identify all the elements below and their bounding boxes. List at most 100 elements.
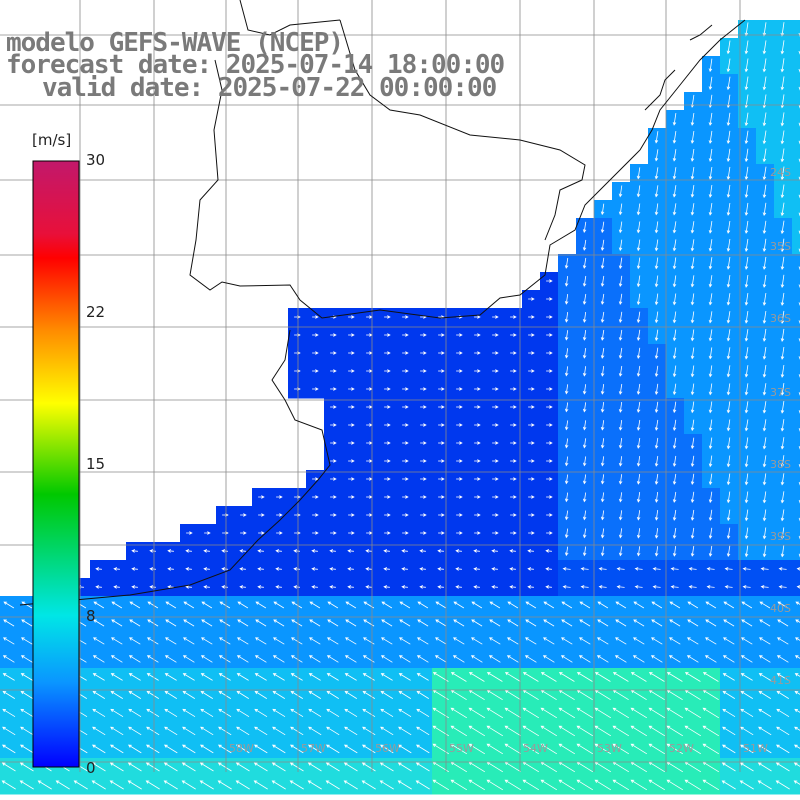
wind-arrow <box>491 549 498 553</box>
wind-arrow <box>612 779 630 791</box>
wind-arrow <box>486 725 504 737</box>
wind-arrow <box>384 441 391 445</box>
wind-arrow <box>564 546 569 557</box>
wind-cell <box>792 686 800 705</box>
wind-cell <box>792 542 800 561</box>
wind-arrow <box>672 383 677 396</box>
wind-arrow <box>109 762 124 772</box>
lat-lon-grid <box>0 0 800 772</box>
wind-arrow <box>492 333 499 337</box>
wind-arrow <box>666 672 683 682</box>
wind-arrow <box>343 744 358 754</box>
wind-arrow <box>630 743 648 755</box>
wind-arrow <box>744 130 749 145</box>
wind-arrow <box>450 725 468 737</box>
wind-arrow <box>582 474 587 485</box>
wind-arrow <box>167 549 174 553</box>
wind-arrow <box>654 347 659 360</box>
wind-arrow <box>254 690 268 699</box>
wind-arrow <box>618 510 623 521</box>
wind-cell <box>792 596 800 615</box>
wind-arrow <box>330 513 337 517</box>
wind-arrow <box>582 366 587 377</box>
wind-arrow <box>365 567 372 571</box>
wind-cell <box>792 164 800 183</box>
wind-arrow <box>582 330 587 341</box>
wind-arrow <box>401 567 408 571</box>
lagoon-coast <box>644 24 713 111</box>
wind-arrow <box>236 637 249 645</box>
wind-arrow <box>654 546 659 557</box>
wind-arrow <box>528 405 535 409</box>
wind-arrow <box>468 725 486 737</box>
wind-arrow <box>474 513 481 517</box>
wind-arrow <box>562 567 571 571</box>
wind-cell <box>792 524 800 543</box>
wind-arrow <box>798 427 800 432</box>
wind-arrow <box>452 637 465 645</box>
wind-arrow <box>182 673 195 681</box>
wind-arrow <box>93 601 105 609</box>
wind-arrow <box>325 744 340 754</box>
wind-arrow <box>600 402 605 413</box>
wind-arrow <box>327 619 339 627</box>
wind-arrow <box>776 708 790 718</box>
wind-arrow <box>780 130 785 145</box>
wind-arrow <box>654 221 659 234</box>
wind-arrow <box>684 725 702 737</box>
wind-arrow <box>798 176 800 181</box>
wind-arrow <box>708 455 713 468</box>
wind-arrow <box>777 619 789 627</box>
wind-arrow <box>726 112 731 126</box>
wind-arrow <box>744 455 749 468</box>
wind-arrow <box>384 477 391 481</box>
wind-arrow <box>416 708 430 718</box>
wind-arrow <box>312 495 319 499</box>
wind-arrow <box>2 637 15 645</box>
wind-arrow <box>579 619 591 627</box>
wind-arrow <box>290 637 303 645</box>
wind-arrow <box>93 619 105 627</box>
wind-arrow <box>145 762 160 772</box>
wind-arrow <box>181 780 196 790</box>
wind-arrow <box>474 333 481 337</box>
wind-arrow <box>793 762 800 767</box>
wind-arrow <box>365 549 372 553</box>
wind-arrow <box>670 585 679 589</box>
wind-arrow <box>780 292 785 306</box>
wind-arrow <box>780 491 785 504</box>
wind-arrow <box>654 365 659 378</box>
lat-labels: 24S 35S 36S 37S 38S 39S 40S 41S 58W 57W 56W 55W 54W 5… <box>229 166 791 755</box>
wind-arrow <box>690 239 695 252</box>
wind-arrow <box>600 546 605 557</box>
wind-arrow <box>614 655 627 663</box>
wind-cell <box>792 344 800 363</box>
forecast-date: forecast date: 2025-07-14 18:00:00 <box>6 50 505 80</box>
wind-arrow <box>636 456 641 467</box>
wind-arrow <box>258 495 265 499</box>
wind-arrow <box>564 528 569 539</box>
wind-arrow <box>146 673 159 681</box>
wind-arrow <box>794 655 800 659</box>
wind-arrow <box>437 585 444 589</box>
wind-arrow <box>522 707 540 719</box>
wind-arrow <box>450 672 467 682</box>
wind-arrow <box>560 637 573 645</box>
wind-arrow <box>545 549 552 553</box>
wind-arrow <box>636 492 641 503</box>
wind-arrow <box>506 655 519 663</box>
wind-arrow <box>509 549 516 553</box>
wind-arrow <box>708 166 713 180</box>
wind-arrow <box>687 619 699 627</box>
wind-arrow <box>309 601 321 609</box>
wind-arrow <box>330 531 337 535</box>
wind-arrow <box>237 601 249 609</box>
wind-arrow <box>564 276 569 287</box>
wind-arrow <box>91 744 106 754</box>
wind-arrow <box>582 221 587 234</box>
wind-arrow <box>200 655 213 663</box>
wind-arrow <box>379 744 394 754</box>
wind-arrow <box>762 347 767 360</box>
wind-arrow <box>582 456 587 467</box>
wind-arrow <box>456 387 463 391</box>
